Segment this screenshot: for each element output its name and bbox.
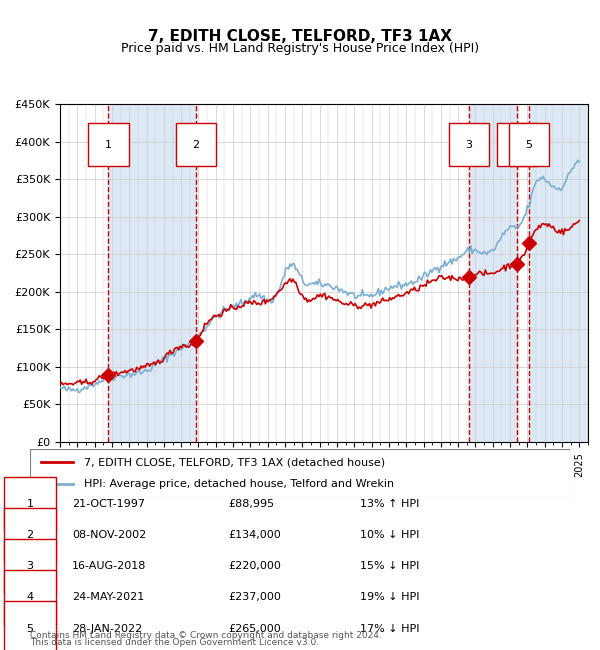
FancyBboxPatch shape: [30, 448, 570, 497]
Bar: [109, 104, 196, 442]
Text: 3: 3: [26, 561, 34, 571]
Text: 10% ↓ HPI: 10% ↓ HPI: [360, 530, 419, 540]
Text: 7, EDITH CLOSE, TELFORD, TF3 1AX: 7, EDITH CLOSE, TELFORD, TF3 1AX: [148, 29, 452, 44]
Text: 16-AUG-2018: 16-AUG-2018: [72, 561, 146, 571]
Text: 5: 5: [26, 623, 34, 634]
Text: 08-NOV-2002: 08-NOV-2002: [72, 530, 146, 540]
Text: £88,995: £88,995: [228, 499, 274, 509]
Bar: [529, 104, 588, 442]
Text: 17% ↓ HPI: 17% ↓ HPI: [360, 623, 419, 634]
Text: 3: 3: [466, 140, 472, 150]
Text: 1: 1: [26, 499, 34, 509]
Text: £237,000: £237,000: [228, 592, 281, 603]
Text: £134,000: £134,000: [228, 530, 281, 540]
Text: Price paid vs. HM Land Registry's House Price Index (HPI): Price paid vs. HM Land Registry's House …: [121, 42, 479, 55]
Bar: [469, 104, 517, 442]
Text: 21-OCT-1997: 21-OCT-1997: [72, 499, 145, 509]
Text: HPI: Average price, detached house, Telford and Wrekin: HPI: Average price, detached house, Telf…: [84, 478, 394, 489]
Text: Contains HM Land Registry data © Crown copyright and database right 2024.: Contains HM Land Registry data © Crown c…: [30, 631, 382, 640]
Text: 24-MAY-2021: 24-MAY-2021: [72, 592, 144, 603]
Text: 19% ↓ HPI: 19% ↓ HPI: [360, 592, 419, 603]
Text: 5: 5: [525, 140, 532, 150]
Text: 7, EDITH CLOSE, TELFORD, TF3 1AX (detached house): 7, EDITH CLOSE, TELFORD, TF3 1AX (detach…: [84, 457, 385, 467]
Text: 4: 4: [514, 140, 521, 150]
Text: 2: 2: [26, 530, 34, 540]
Text: 28-JAN-2022: 28-JAN-2022: [72, 623, 142, 634]
Text: This data is licensed under the Open Government Licence v3.0.: This data is licensed under the Open Gov…: [30, 638, 319, 647]
Text: £265,000: £265,000: [228, 623, 281, 634]
Text: 2: 2: [193, 140, 199, 150]
Text: 13% ↑ HPI: 13% ↑ HPI: [360, 499, 419, 509]
Text: 15% ↓ HPI: 15% ↓ HPI: [360, 561, 419, 571]
Text: £220,000: £220,000: [228, 561, 281, 571]
Text: 4: 4: [26, 592, 34, 603]
Text: 1: 1: [105, 140, 112, 150]
